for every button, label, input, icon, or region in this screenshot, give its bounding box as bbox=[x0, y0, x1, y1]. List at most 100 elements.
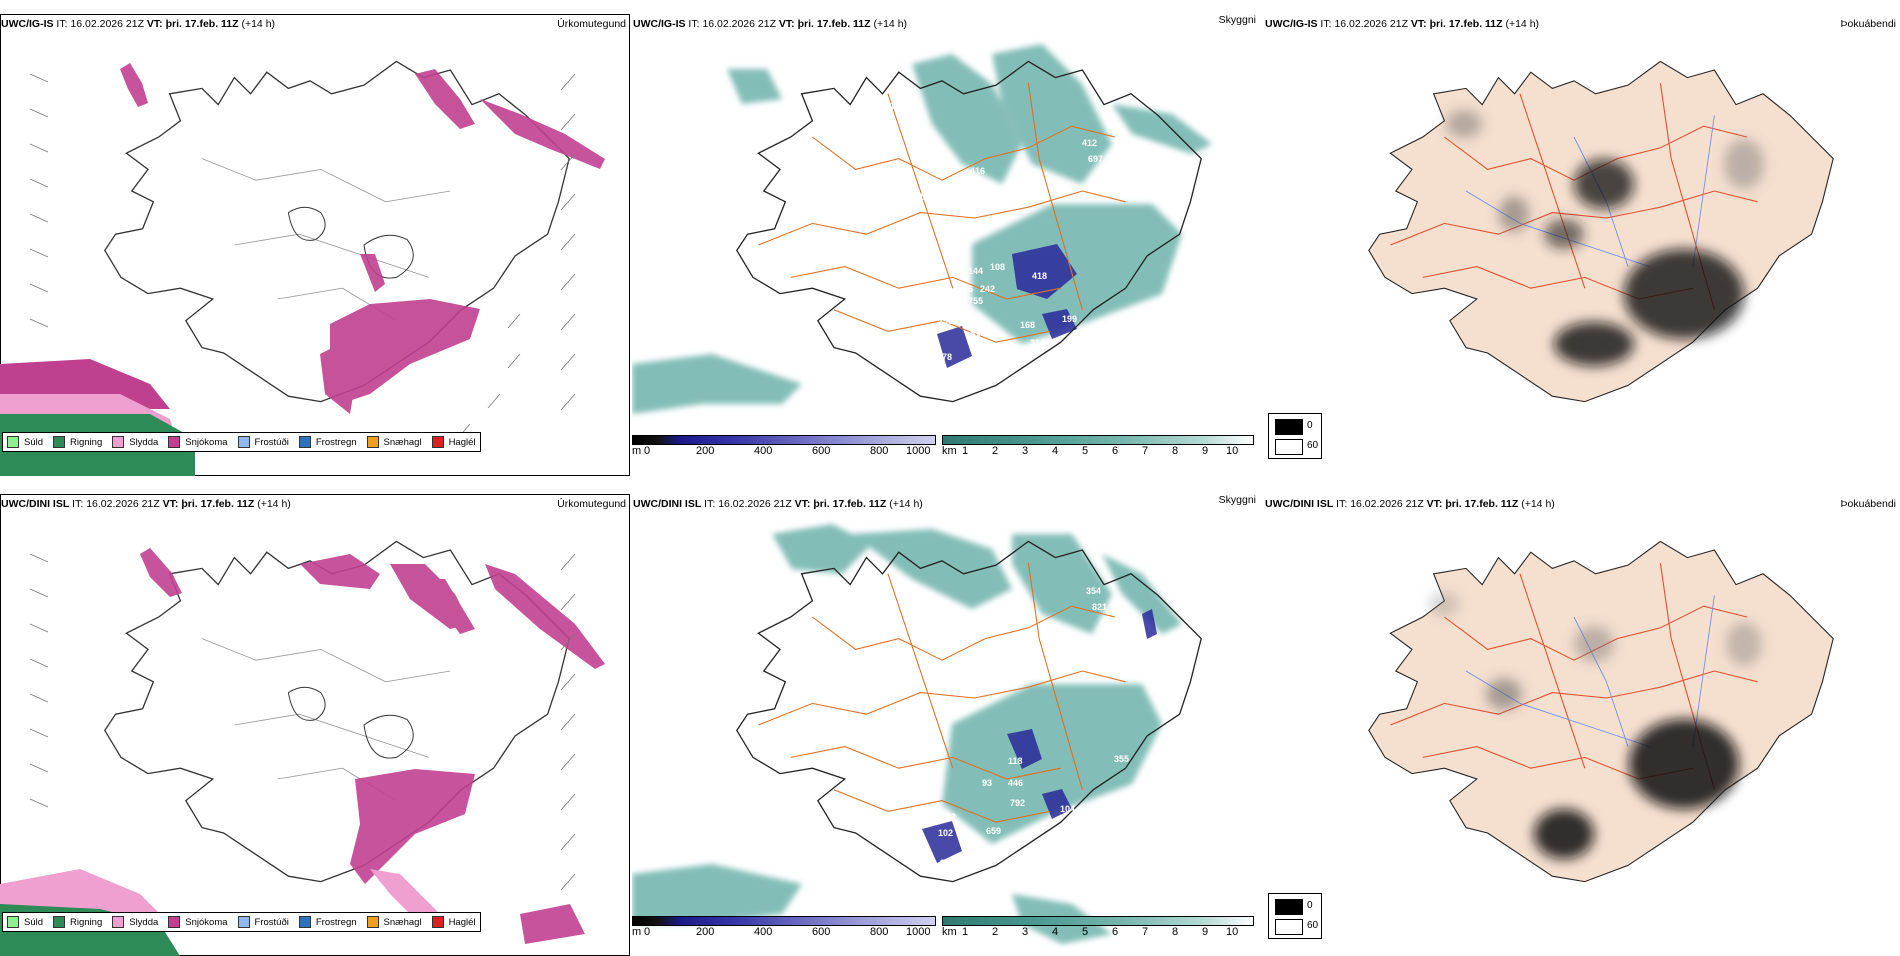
height-tick: 1000 bbox=[906, 445, 931, 457]
fog-legend: 0 60 bbox=[1268, 893, 1322, 939]
vis-label: 314 bbox=[1030, 338, 1045, 348]
init-time: 16.02.2026 21Z bbox=[718, 498, 792, 510]
vis-label: 75 bbox=[884, 184, 894, 194]
fog-legend: 0 60 bbox=[1268, 413, 1322, 459]
visibility-tick: 10 bbox=[1226, 445, 1239, 457]
legend-item: Slydda bbox=[112, 436, 158, 448]
height-colorbar: m 0 200 400 600 800 1000 bbox=[632, 916, 942, 940]
model-name: UWC/DINI ISL bbox=[1, 498, 70, 510]
lead-time: (+14 h) bbox=[873, 18, 908, 30]
visibility-tick: 3 bbox=[1022, 926, 1029, 938]
visibility-colorbar: km 1 2 3 4 5 6 7 8 9 10 bbox=[942, 435, 1260, 459]
panel-title: Þokuábendi bbox=[1840, 498, 1896, 510]
vis-label: 28 bbox=[894, 236, 904, 246]
height-tick: 800 bbox=[870, 926, 889, 938]
model-name: UWC/IG-IS bbox=[1, 18, 54, 30]
vis-label: 487 bbox=[1100, 618, 1115, 628]
panel-header: UWC/IG-IS IT: 16.02.2026 21Z VT: þri. 17… bbox=[633, 18, 907, 30]
legend-item: Frostúði bbox=[237, 916, 289, 928]
vis-label: 307 bbox=[984, 352, 999, 362]
vis-label: 144 bbox=[968, 266, 983, 276]
visibility-tick: 4 bbox=[1052, 445, 1059, 457]
legend-item: Slydda bbox=[112, 916, 158, 928]
visibility-tick: 2 bbox=[992, 445, 999, 457]
legend-item: Snjókoma bbox=[168, 916, 228, 928]
vis-label: 93 bbox=[982, 778, 992, 788]
low-cloud-areas bbox=[922, 609, 1157, 863]
visibility-tick: 9 bbox=[1202, 926, 1209, 938]
panel-header: UWC/DINI ISL IT: 16.02.2026 21Z VT: þri.… bbox=[1265, 498, 1555, 510]
init-prefix: IT: bbox=[704, 498, 716, 510]
lead-time: (+14 h) bbox=[1521, 498, 1555, 510]
vis-label: 354 bbox=[1086, 586, 1101, 596]
visibility-unit: km bbox=[942, 926, 957, 938]
vis-label: 199 bbox=[1062, 314, 1077, 324]
init-prefix: IT: bbox=[688, 18, 700, 30]
fog-panel-top: UWC/IG-IS IT: 16.02.2026 21Z VT: þri. 17… bbox=[1264, 14, 1900, 476]
init-time: 16.02.2026 21Z bbox=[86, 498, 160, 510]
legend-item: Frostregn bbox=[298, 916, 357, 928]
vis-label: 175 bbox=[890, 101, 905, 111]
valid-time: þri. 17.feb. 11Z bbox=[797, 18, 871, 30]
init-time: 16.02.2026 21Z bbox=[1350, 498, 1424, 510]
snow-areas bbox=[140, 548, 605, 944]
valid-time: þri. 17.feb. 11Z bbox=[165, 18, 239, 30]
vis-label: 817 bbox=[970, 328, 985, 338]
panel-header: UWC/DINI ISL IT: 16.02.2026 21Z VT: þri.… bbox=[1, 498, 291, 510]
legend-item: Rigning bbox=[53, 436, 102, 448]
lead-time: (+14 h) bbox=[257, 498, 291, 510]
wind-barbs bbox=[29, 553, 576, 891]
precip-map bbox=[0, 60, 605, 476]
fog-legend-value: 60 bbox=[1307, 920, 1319, 931]
height-tick: 800 bbox=[870, 445, 889, 457]
panel-title: Skyggni bbox=[1218, 14, 1256, 26]
fog-map bbox=[1368, 540, 1834, 883]
valid-prefix: VT: bbox=[162, 498, 179, 510]
vis-label: 417 bbox=[880, 248, 895, 258]
vis-label: 102 bbox=[938, 828, 953, 838]
vis-label: 82 bbox=[946, 812, 956, 822]
visibility-tick: 6 bbox=[1112, 926, 1119, 938]
model-name: UWC/IG-IS bbox=[633, 18, 686, 30]
height-tick: 0 bbox=[644, 445, 651, 457]
init-prefix: IT: bbox=[1336, 498, 1348, 510]
fog-fields bbox=[1446, 110, 1764, 366]
fog-panel-bottom: UWC/DINI ISL IT: 16.02.2026 21Z VT: þri.… bbox=[1264, 494, 1900, 956]
legend-item: Haglél bbox=[431, 436, 476, 448]
vis-label: 242 bbox=[980, 284, 995, 294]
lead-time: (+14 h) bbox=[1505, 18, 1540, 30]
visibility-unit: km bbox=[942, 445, 957, 457]
fog-fields bbox=[1429, 592, 1762, 859]
visibility-colorbar: km 1 2 3 4 5 6 7 8 9 10 bbox=[942, 916, 1260, 940]
fog-map bbox=[1368, 60, 1834, 403]
vis-label: 118 bbox=[1008, 756, 1023, 766]
panel-header: UWC/DINI ISL IT: 16.02.2026 21Z VT: þri.… bbox=[633, 498, 923, 510]
valid-time: þri. 17.feb. 11Z bbox=[1429, 18, 1503, 30]
vis-label: 355 bbox=[1114, 754, 1129, 764]
legend-item: Snjókoma bbox=[168, 436, 228, 448]
model-name: UWC/IG-IS bbox=[1265, 18, 1318, 30]
model-name: UWC/DINI ISL bbox=[1265, 498, 1334, 510]
valid-prefix: VT: bbox=[146, 18, 163, 30]
height-tick: 400 bbox=[754, 445, 773, 457]
visibility-tick: 1 bbox=[962, 445, 969, 457]
visibility-tick: 5 bbox=[1082, 926, 1089, 938]
iceland-outline bbox=[736, 540, 1202, 883]
vis-label: 659 bbox=[986, 826, 1001, 836]
height-tick: 600 bbox=[812, 926, 831, 938]
precip-panel-top: UWC/IG-IS IT: 16.02.2026 21Z VT: þri. 17… bbox=[0, 14, 630, 476]
fog-legend-value: 60 bbox=[1307, 440, 1319, 451]
legend-item: Súld bbox=[7, 916, 43, 928]
visibility-panel-top: 175 92 412 697 59 75 813 416 417 28 144 … bbox=[632, 14, 1262, 476]
legend-item: Snæhagl bbox=[366, 916, 422, 928]
visibility-fields bbox=[632, 44, 1212, 414]
vis-label: 697 bbox=[1088, 154, 1103, 164]
visibility-tick: 3 bbox=[1022, 445, 1029, 457]
valid-time: þri. 17.feb. 11Z bbox=[181, 498, 255, 510]
visibility-map: 354 821 487 360 25 118 355 446 93 792 10… bbox=[632, 524, 1202, 944]
init-prefix: IT: bbox=[56, 18, 68, 30]
vis-label: 755 bbox=[968, 296, 983, 306]
panel-title: Þokuábendi bbox=[1840, 18, 1896, 30]
snow-areas bbox=[120, 63, 605, 414]
height-tick: 200 bbox=[696, 445, 715, 457]
